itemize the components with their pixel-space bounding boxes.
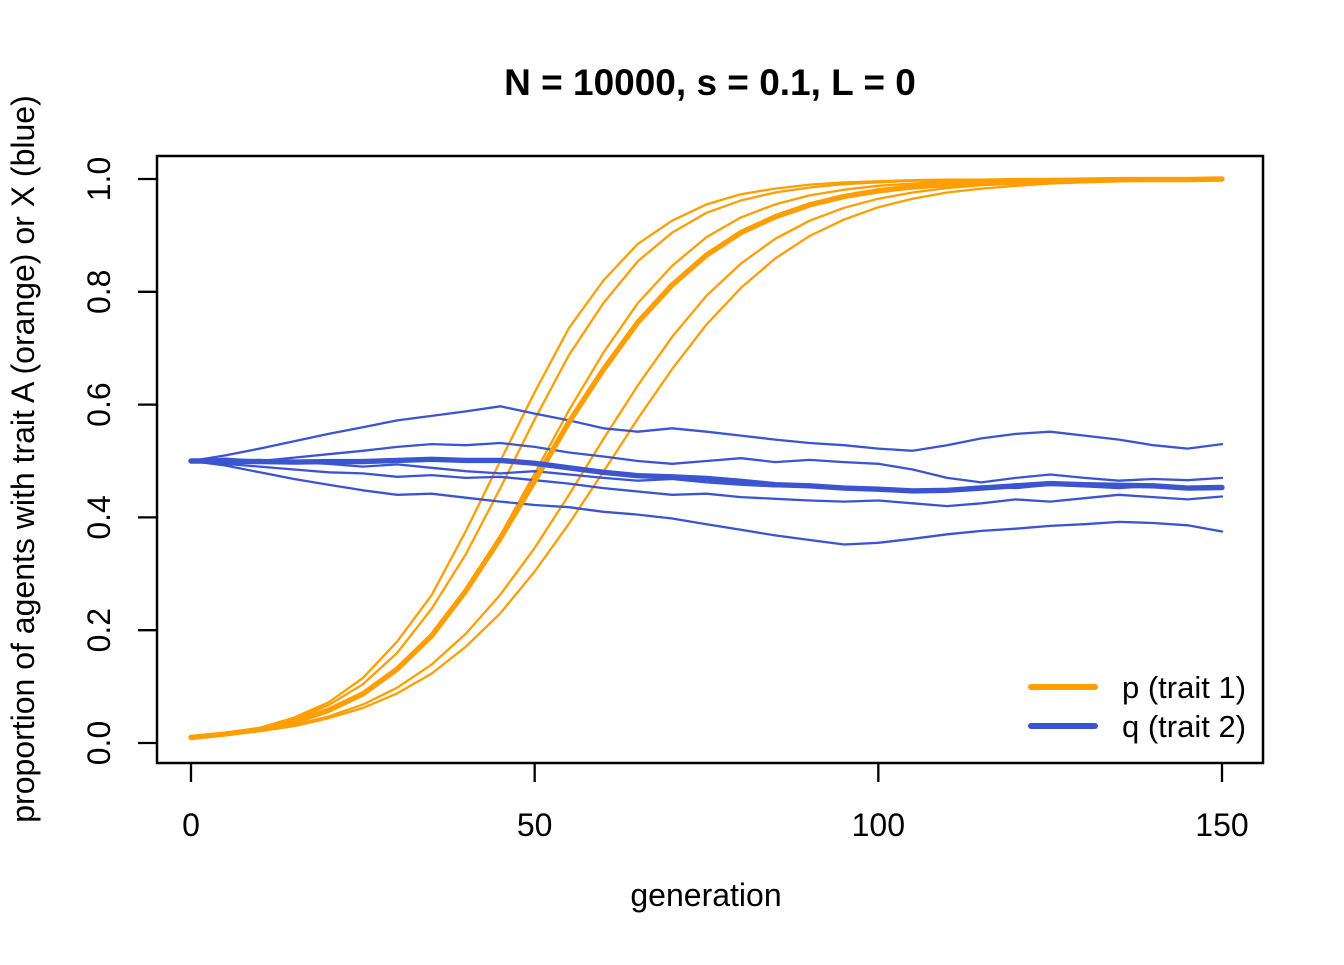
y-tick-label: 0.4: [81, 495, 117, 539]
y-tick-label: 0.0: [81, 721, 117, 765]
x-tick-label: 50: [517, 807, 553, 843]
x-axis: 0 50 100 150: [182, 764, 1249, 843]
plot-border: [155, 154, 1265, 765]
y-axis: 0.0 0.2 0.4 0.6 0.8 1.0: [81, 157, 156, 765]
series-line-q-mean: [188, 456, 1225, 494]
y-axis-title: proportion of agents with trait A (orang…: [5, 95, 41, 823]
y-tick-label: 0.8: [81, 270, 117, 314]
x-tick-label: 0: [182, 807, 200, 843]
series-line-p-run-2: [189, 177, 1224, 739]
y-tick-label: 1.0: [81, 157, 117, 201]
series-line-q-run-4: [189, 459, 1224, 508]
legend-label: p (trait 1): [1122, 670, 1246, 705]
x-axis-title: generation: [630, 877, 781, 913]
series-lines: [188, 176, 1225, 741]
y-tick-label: 0.6: [81, 382, 117, 426]
series-line-q-run-5: [189, 459, 1224, 546]
x-tick-label: 100: [852, 807, 905, 843]
series-line-q-run-1: [189, 405, 1224, 463]
series-line-p-mean: [188, 176, 1225, 741]
series-line-p-run-1: [189, 177, 1224, 739]
series-line-p-run-4: [189, 178, 1224, 739]
x-tick-label: 150: [1195, 807, 1248, 843]
chart-title: N = 10000, s = 0.1, L = 0: [504, 62, 916, 103]
legend-label: q (trait 2): [1122, 709, 1246, 744]
series-line-p-run-5: [189, 178, 1224, 739]
legend: p (trait 1) q (trait 2): [1028, 670, 1246, 744]
series-line-q-run-2: [189, 441, 1224, 484]
y-tick-label: 0.2: [81, 608, 117, 652]
series-line-p-run-3: [189, 177, 1224, 739]
